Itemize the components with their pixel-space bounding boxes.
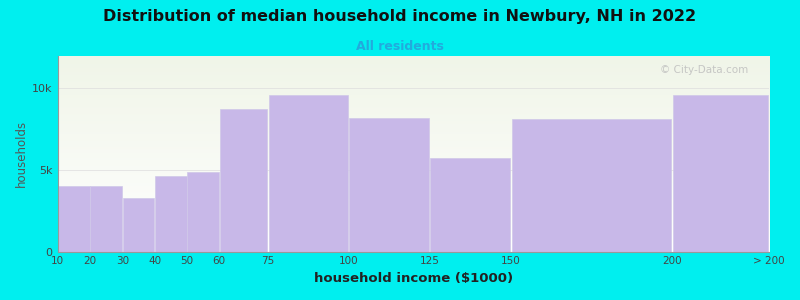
X-axis label: household income ($1000): household income ($1000) — [314, 272, 513, 285]
Bar — [350, 118, 429, 252]
Bar — [187, 172, 219, 252]
Bar — [220, 110, 267, 252]
Bar — [512, 119, 670, 252]
Bar — [58, 186, 90, 252]
Text: Distribution of median household income in Newbury, NH in 2022: Distribution of median household income … — [103, 9, 697, 24]
Bar — [122, 198, 154, 252]
Bar — [90, 186, 122, 252]
Bar — [673, 95, 768, 252]
Bar — [155, 176, 186, 252]
Text: All residents: All residents — [356, 40, 444, 53]
Bar — [269, 95, 348, 252]
Text: © City-Data.com: © City-Data.com — [659, 65, 748, 75]
Y-axis label: households: households — [15, 120, 28, 187]
Bar — [430, 158, 510, 252]
Bar — [26, 214, 58, 252]
